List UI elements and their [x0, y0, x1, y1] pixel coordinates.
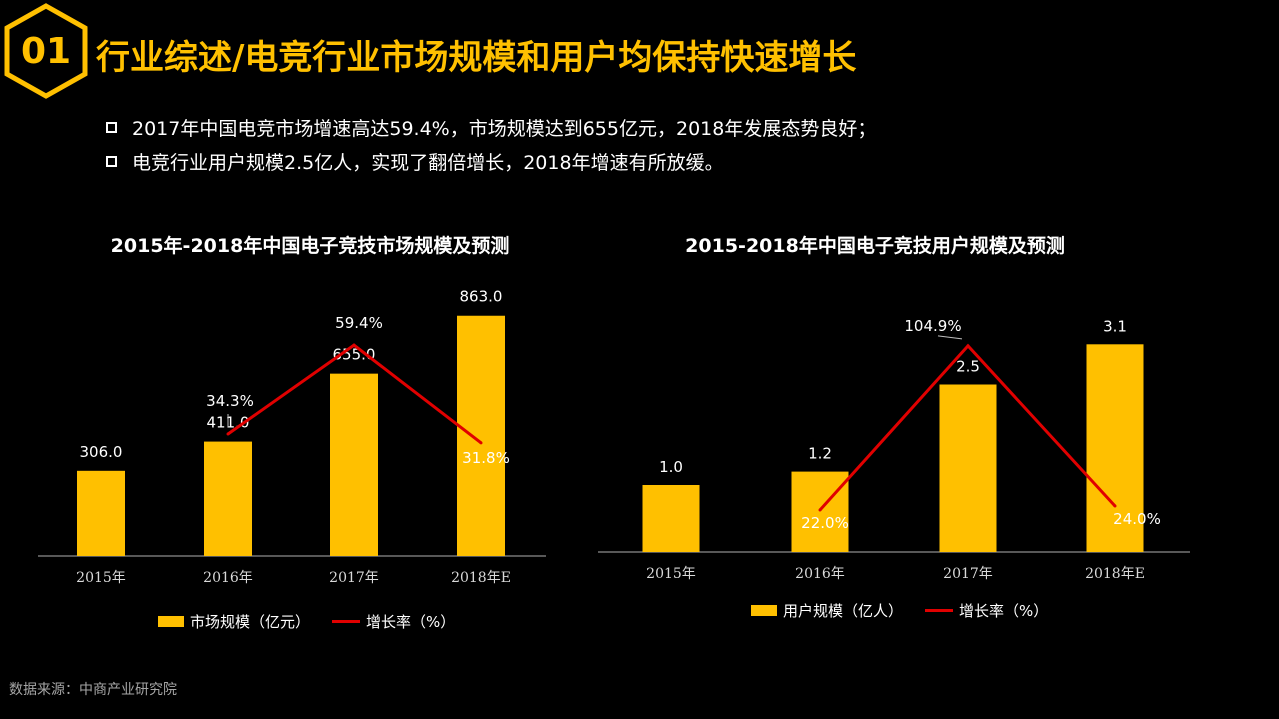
- user-bar-value-label: 2.5: [956, 358, 980, 376]
- source-note: 数据来源：中商产业研究院: [9, 682, 177, 698]
- user-growth-point: [818, 508, 822, 512]
- market-bar: [77, 470, 125, 556]
- market-growth-rate-label: 34.3%: [206, 392, 254, 410]
- user-bar: [791, 471, 849, 552]
- user-bar-value-label: 1.2: [808, 445, 832, 463]
- hexagon-icon: [4, 3, 88, 99]
- bullet-text: 电竞行业用户规模2.5亿人，实现了翻倍增长，2018年增速有所放缓。: [132, 151, 724, 174]
- section-number: 01: [20, 30, 72, 72]
- legend-label: 增长率（%）: [366, 613, 456, 631]
- user-growth-rate-label: 22.0%: [801, 514, 849, 532]
- user-x-tick-label: 2018年E: [1085, 566, 1145, 582]
- market-growth-point: [352, 343, 356, 347]
- bullet-list: 2017年中国电竞市场增速高达59.4%，市场规模达到655亿元，2018年发展…: [106, 110, 876, 178]
- market-x-tick-label: 2018年E: [451, 570, 511, 586]
- bullet-text: 2017年中国电竞市场增速高达59.4%，市场规模达到655亿元，2018年发展…: [132, 117, 877, 140]
- bullet-item: 2017年中国电竞市场增速高达59.4%，市场规模达到655亿元，2018年发展…: [106, 110, 876, 144]
- user-chart-legend: 用户规模（亿人） 增长率（%）: [751, 600, 1048, 621]
- user-x-tick-label: 2016年: [795, 566, 845, 582]
- legend-label: 市场规模（亿元）: [190, 613, 311, 631]
- legend-bar-swatch: [158, 616, 184, 627]
- legend-label: 用户规模（亿人）: [783, 602, 904, 620]
- page-title: 行业综述/电竞行业市场规模和用户均保持快速增长: [96, 38, 857, 78]
- market-bar-value-label: 863.0: [460, 288, 503, 306]
- market-chart-title: 2015年-2018年中国电子竞技市场规模及预测: [110, 235, 510, 257]
- bullet-item: 电竞行业用户规模2.5亿人，实现了翻倍增长，2018年增速有所放缓。: [106, 144, 876, 178]
- user-bar-value-label: 1.0: [659, 458, 683, 476]
- user-growth-point: [966, 344, 970, 348]
- market-growth-point: [479, 441, 483, 445]
- market-bar: [204, 441, 252, 556]
- market-x-tick-label: 2015年: [76, 570, 126, 586]
- square-bullet-icon: [106, 121, 117, 133]
- legend-line-swatch: [925, 609, 954, 612]
- market-bar: [457, 315, 505, 556]
- market-bar: [330, 373, 378, 556]
- user-bar: [939, 384, 997, 552]
- user-growth-point: [1113, 504, 1117, 508]
- user-bar-value-label: 3.1: [1103, 317, 1127, 335]
- user-bar: [642, 485, 700, 552]
- user-chart-title: 2015-2018年中国电子竞技用户规模及预测: [685, 235, 1065, 257]
- market-growth-point: [226, 432, 230, 436]
- market-x-tick-label: 2017年: [329, 570, 379, 586]
- user-bar: [1086, 344, 1144, 552]
- user-x-tick-label: 2017年: [943, 566, 993, 582]
- market-chart-legend: 市场规模（亿元） 增长率（%）: [158, 611, 455, 632]
- user-growth-rate-label: 104.9%: [904, 317, 961, 335]
- legend-bar-swatch: [751, 605, 777, 616]
- section-number-badge: 01: [3, 3, 89, 99]
- market-bar-value-label: 655.0: [333, 346, 376, 364]
- legend-label: 增长率（%）: [959, 602, 1049, 620]
- market-x-tick-label: 2016年: [203, 570, 253, 586]
- square-bullet-icon: [106, 155, 117, 167]
- market-growth-rate-label: 31.8%: [462, 449, 510, 467]
- user-label-leader-line: [937, 335, 963, 340]
- legend-line-swatch: [332, 620, 361, 623]
- market-growth-rate-label: 59.4%: [335, 314, 383, 332]
- user-x-tick-label: 2015年: [646, 566, 696, 582]
- user-growth-rate-label: 24.0%: [1113, 510, 1161, 528]
- market-bar-value-label: 306.0: [80, 443, 123, 461]
